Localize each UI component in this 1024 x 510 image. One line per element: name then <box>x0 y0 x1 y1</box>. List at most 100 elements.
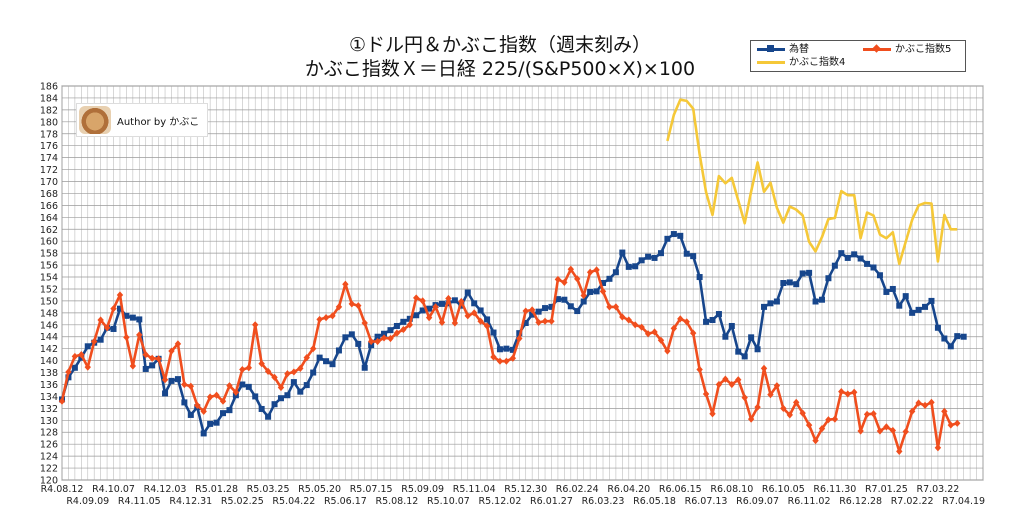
data-point-usdjpy <box>406 315 413 322</box>
data-point-kabuko5 <box>941 407 948 415</box>
data-point-kabuko5 <box>896 447 903 455</box>
data-point-kabuko5 <box>593 266 600 274</box>
x-tick-label: R5.06.17 <box>324 496 367 507</box>
data-point-usdjpy <box>110 325 117 332</box>
data-point-kabuko5 <box>928 398 935 406</box>
data-point-kabuko5 <box>805 421 813 429</box>
y-tick-label: 168 <box>40 189 58 200</box>
data-point-kabuko5 <box>226 382 233 390</box>
x-tick-label: R6.04.20 <box>607 484 650 495</box>
data-point-kabuko5 <box>773 382 781 390</box>
data-point-kabuko5 <box>934 444 942 452</box>
data-point-usdjpy <box>909 309 916 316</box>
data-point-kabuko5 <box>657 336 665 344</box>
data-point-kabuko5 <box>84 363 91 371</box>
data-point-kabuko5 <box>483 322 491 330</box>
x-tick-label: R4.10.07 <box>92 484 135 495</box>
data-point-kabuko5 <box>451 319 459 327</box>
data-point-kabuko5 <box>863 410 871 418</box>
data-point-usdjpy <box>297 388 304 395</box>
data-point-usdjpy <box>387 327 394 334</box>
data-point-usdjpy <box>934 324 941 331</box>
data-point-usdjpy <box>529 311 536 318</box>
x-tick-label: R6.08.10 <box>710 484 753 495</box>
data-point-kabuko5 <box>554 275 562 284</box>
data-point-kabuko5 <box>715 380 723 389</box>
y-tick-label: 180 <box>40 117 58 128</box>
y-tick-label: 170 <box>40 177 58 188</box>
data-point-kabuko5 <box>747 415 755 423</box>
data-point-kabuko5 <box>206 393 214 401</box>
data-point-kabuko5 <box>219 397 227 405</box>
y-tick-label: 146 <box>40 320 58 331</box>
data-point-kabuko5 <box>644 330 652 338</box>
data-point-kabuko5 <box>342 280 349 288</box>
data-point-usdjpy <box>889 285 896 292</box>
data-point-kabuko5 <box>709 410 716 418</box>
y-tick-label: 154 <box>40 273 58 284</box>
data-point-usdjpy <box>612 269 619 276</box>
y-tick-label: 172 <box>40 165 58 176</box>
data-point-kabuko5 <box>528 306 536 314</box>
data-point-kabuko5 <box>689 329 697 337</box>
data-point-kabuko5 <box>155 355 162 363</box>
y-tick-label: 156 <box>40 261 58 272</box>
data-point-kabuko5 <box>419 297 426 305</box>
y-tick-label: 162 <box>40 225 58 236</box>
data-point-usdjpy <box>213 419 220 426</box>
data-point-kabuko5 <box>477 317 484 325</box>
data-point-kabuko5 <box>258 359 265 368</box>
y-tick-label: 164 <box>40 213 58 224</box>
data-point-usdjpy <box>606 275 613 282</box>
data-point-kabuko5 <box>213 391 220 399</box>
data-point-kabuko5 <box>361 319 368 327</box>
data-point-kabuko5 <box>812 437 819 445</box>
data-point-usdjpy <box>864 260 871 267</box>
data-point-kabuko5 <box>329 312 336 320</box>
data-point-kabuko5 <box>651 328 658 336</box>
x-tick-label: R4.12.03 <box>144 484 187 495</box>
data-point-usdjpy <box>451 297 458 304</box>
data-point-usdjpy <box>97 336 104 343</box>
data-point-kabuko5 <box>322 314 330 322</box>
y-tick-label: 130 <box>40 416 58 427</box>
data-point-usdjpy <box>136 316 143 323</box>
data-point-kabuko5 <box>116 291 124 299</box>
data-point-usdjpy <box>844 254 851 261</box>
data-point-usdjpy <box>754 346 761 353</box>
x-tick-label: R5.03.25 <box>247 484 290 495</box>
data-point-usdjpy <box>303 382 310 389</box>
y-tick-label: 144 <box>40 332 58 343</box>
data-point-kabuko5 <box>870 410 877 418</box>
legend-line-icon <box>757 60 785 64</box>
square-marker-icon <box>767 44 774 52</box>
data-point-usdjpy <box>329 361 336 368</box>
data-point-kabuko5 <box>387 334 394 343</box>
data-point-usdjpy <box>876 272 883 279</box>
data-point-usdjpy <box>187 411 194 418</box>
data-point-kabuko5 <box>908 407 916 415</box>
data-point-usdjpy <box>748 334 755 341</box>
data-point-usdjpy <box>883 288 890 295</box>
data-point-usdjpy <box>600 280 607 286</box>
data-point-kabuko5 <box>458 297 465 306</box>
data-point-kabuko5 <box>876 427 884 435</box>
data-point-kabuko5 <box>245 364 252 372</box>
data-point-kabuko5 <box>78 351 85 359</box>
x-tick-label: R6.06.15 <box>659 484 702 495</box>
legend-label: かぶこ指数4 <box>789 57 846 68</box>
data-point-usdjpy <box>696 274 703 281</box>
x-tick-label: R6.09.07 <box>736 496 779 507</box>
data-point-usdjpy <box>915 306 922 313</box>
chart-title-line1: ①ドル円＆かぶこ指数（週末刻み） <box>348 34 652 56</box>
data-point-usdjpy <box>355 340 362 347</box>
data-point-usdjpy <box>361 364 368 371</box>
data-point-kabuko5 <box>722 375 729 383</box>
data-point-usdjpy <box>902 293 909 300</box>
data-point-kabuko5 <box>818 425 826 433</box>
data-point-kabuko5 <box>612 303 620 311</box>
data-point-usdjpy <box>400 318 407 325</box>
x-tick-label: R5.12.30 <box>504 484 547 495</box>
data-point-kabuko5 <box>670 324 678 332</box>
